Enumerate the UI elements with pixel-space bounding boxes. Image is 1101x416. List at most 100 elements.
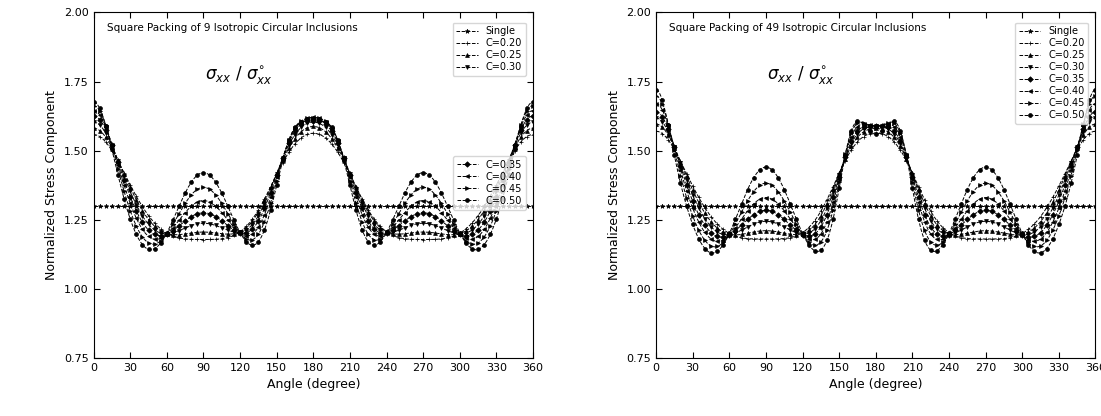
C=0.40 bbox=[389, 221, 402, 226]
Y-axis label: Normalized Stress Component: Normalized Stress Component bbox=[608, 90, 621, 280]
Single bbox=[951, 203, 964, 208]
Line: C=0.50: C=0.50 bbox=[654, 88, 1098, 255]
Line: C=0.25: C=0.25 bbox=[91, 124, 535, 237]
C=0.25 bbox=[765, 228, 778, 233]
C=0.35 bbox=[487, 202, 500, 207]
C=0.40 bbox=[952, 220, 966, 225]
C=0.20 bbox=[745, 236, 759, 241]
C=0.50 bbox=[1089, 87, 1101, 92]
C=0.45 bbox=[1089, 94, 1101, 99]
C=0.20 bbox=[347, 179, 360, 184]
C=0.40 bbox=[908, 188, 922, 193]
C=0.25 bbox=[908, 177, 922, 182]
C=0.45 bbox=[87, 103, 100, 108]
C=0.40 bbox=[650, 101, 663, 106]
Line: C=0.20: C=0.20 bbox=[654, 129, 1098, 241]
C=0.20 bbox=[391, 235, 404, 240]
Line: C=0.25: C=0.25 bbox=[654, 122, 1098, 237]
C=0.50 bbox=[1049, 230, 1062, 235]
C=0.25 bbox=[1010, 233, 1023, 238]
C=0.30 bbox=[765, 220, 778, 225]
C=0.25 bbox=[1089, 121, 1101, 126]
Line: C=0.45: C=0.45 bbox=[91, 104, 535, 246]
C=0.45 bbox=[650, 94, 663, 99]
C=0.30 bbox=[307, 120, 320, 125]
C=0.25 bbox=[391, 232, 404, 237]
C=0.25 bbox=[745, 230, 759, 235]
Single bbox=[765, 203, 778, 208]
X-axis label: Angle (degree): Angle (degree) bbox=[266, 378, 360, 391]
C=0.45 bbox=[304, 116, 317, 121]
C=0.30 bbox=[746, 222, 760, 227]
Single bbox=[303, 203, 316, 208]
Line: C=0.20: C=0.20 bbox=[91, 131, 535, 241]
C=0.50 bbox=[184, 181, 197, 186]
Line: C=0.40: C=0.40 bbox=[654, 102, 1098, 243]
C=0.30 bbox=[720, 232, 733, 237]
C=0.35 bbox=[390, 225, 403, 230]
C=0.45 bbox=[347, 190, 360, 195]
C=0.30 bbox=[866, 124, 880, 129]
C=0.40 bbox=[526, 108, 539, 113]
C=0.35 bbox=[526, 114, 539, 119]
Y-axis label: Normalized Stress Component: Normalized Stress Component bbox=[45, 90, 58, 280]
C=0.50 bbox=[650, 87, 663, 92]
C=0.35 bbox=[184, 215, 197, 220]
C=0.50 bbox=[765, 167, 778, 172]
Single bbox=[487, 203, 500, 208]
Line: C=0.30: C=0.30 bbox=[91, 120, 535, 236]
Single bbox=[908, 203, 922, 208]
C=0.45 bbox=[865, 125, 879, 130]
Line: C=0.30: C=0.30 bbox=[654, 116, 1098, 237]
C=0.20 bbox=[765, 236, 778, 241]
C=0.25 bbox=[526, 126, 539, 131]
C=0.30 bbox=[304, 120, 317, 125]
Single bbox=[203, 203, 216, 208]
Legend: C=0.35, C=0.40, C=0.45, C=0.50: C=0.35, C=0.40, C=0.45, C=0.50 bbox=[453, 156, 526, 210]
C=0.25 bbox=[347, 179, 360, 184]
C=0.35 bbox=[765, 209, 778, 214]
C=0.45 bbox=[1049, 221, 1062, 226]
C=0.30 bbox=[952, 229, 966, 234]
C=0.25 bbox=[488, 190, 501, 195]
C=0.30 bbox=[1089, 116, 1101, 121]
Single bbox=[650, 203, 663, 208]
C=0.45 bbox=[487, 216, 500, 221]
Single bbox=[87, 203, 100, 208]
C=0.25 bbox=[203, 230, 216, 235]
C=0.20 bbox=[650, 129, 663, 134]
C=0.35 bbox=[715, 235, 728, 240]
Text: $\sigma_{xx}\ /\ \sigma_{xx}^{\circ}$: $\sigma_{xx}\ /\ \sigma_{xx}^{\circ}$ bbox=[205, 64, 272, 86]
Legend: Single, C=0.20, C=0.25, C=0.30, C=0.35, C=0.40, C=0.45, C=0.50: Single, C=0.20, C=0.25, C=0.30, C=0.35, … bbox=[1015, 22, 1089, 124]
C=0.35 bbox=[746, 213, 760, 218]
C=0.25 bbox=[87, 126, 100, 131]
C=0.50 bbox=[706, 250, 719, 255]
C=0.30 bbox=[488, 194, 501, 199]
C=0.30 bbox=[650, 116, 663, 121]
C=0.20 bbox=[526, 132, 539, 137]
C=0.45 bbox=[390, 215, 403, 220]
C=0.20 bbox=[1049, 189, 1062, 194]
C=0.20 bbox=[304, 131, 317, 136]
C=0.20 bbox=[866, 131, 880, 136]
C=0.45 bbox=[951, 215, 964, 220]
C=0.50 bbox=[866, 131, 880, 136]
Line: C=0.35: C=0.35 bbox=[91, 114, 535, 238]
X-axis label: Angle (degree): Angle (degree) bbox=[829, 378, 923, 391]
C=0.40 bbox=[87, 108, 100, 113]
C=0.50 bbox=[908, 202, 922, 207]
Text: $\sigma_{xx}\ /\ \sigma_{xx}^{\circ}$: $\sigma_{xx}\ /\ \sigma_{xx}^{\circ}$ bbox=[767, 64, 835, 86]
C=0.40 bbox=[746, 202, 760, 207]
C=0.40 bbox=[203, 199, 216, 204]
C=0.35 bbox=[908, 185, 922, 190]
Single bbox=[745, 203, 759, 208]
C=0.45 bbox=[765, 183, 778, 188]
C=0.50 bbox=[390, 209, 403, 214]
C=0.40 bbox=[1049, 213, 1062, 218]
C=0.20 bbox=[203, 237, 216, 242]
C=0.50 bbox=[87, 99, 100, 104]
C=0.20 bbox=[908, 178, 922, 183]
C=0.50 bbox=[487, 225, 500, 230]
Single bbox=[1048, 203, 1061, 208]
C=0.45 bbox=[526, 103, 539, 108]
